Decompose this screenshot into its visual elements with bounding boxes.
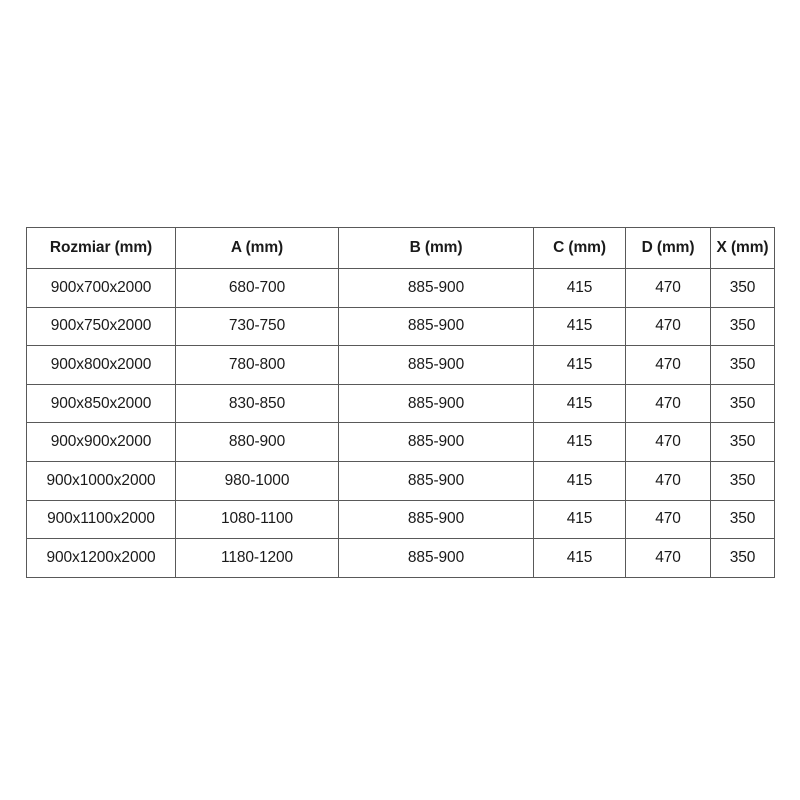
cell-size: 900x1200x2000 — [26, 538, 176, 578]
dimensions-table-container: Rozmiar (mm) A (mm) B (mm) C (mm) D (mm)… — [26, 227, 775, 578]
cell-x: 350 — [710, 460, 775, 501]
cell-c: 415 — [533, 268, 626, 308]
cell-x: 350 — [710, 538, 775, 578]
cell-b: 885-900 — [338, 383, 534, 424]
cell-c: 415 — [533, 345, 626, 385]
dimensions-table: Rozmiar (mm) A (mm) B (mm) C (mm) D (mm)… — [26, 227, 775, 578]
cell-size: 900x900x2000 — [26, 422, 176, 462]
table-row: 900x750x2000 730-750 885-900 415 470 350 — [26, 306, 775, 347]
cell-a: 980-1000 — [175, 460, 339, 501]
cell-b: 885-900 — [338, 460, 534, 501]
cell-a: 780-800 — [175, 345, 339, 385]
table-row: 900x900x2000 880-900 885-900 415 470 350 — [26, 422, 775, 462]
cell-b: 885-900 — [338, 306, 534, 347]
column-header-c: C (mm) — [533, 227, 626, 269]
cell-d: 470 — [625, 383, 711, 424]
table-row: 900x800x2000 780-800 885-900 415 470 350 — [26, 345, 775, 385]
cell-a: 680-700 — [175, 268, 339, 308]
table-row: 900x1200x2000 1180-1200 885-900 415 470 … — [26, 538, 775, 578]
cell-b: 885-900 — [338, 538, 534, 578]
cell-d: 470 — [625, 499, 711, 540]
cell-c: 415 — [533, 422, 626, 462]
cell-b: 885-900 — [338, 499, 534, 540]
cell-x: 350 — [710, 268, 775, 308]
cell-d: 470 — [625, 538, 711, 578]
table-row: 900x700x2000 680-700 885-900 415 470 350 — [26, 268, 775, 308]
column-header-x: X (mm) — [710, 227, 775, 269]
column-header-b: B (mm) — [338, 227, 534, 269]
table-header: Rozmiar (mm) A (mm) B (mm) C (mm) D (mm)… — [26, 227, 775, 269]
column-header-d: D (mm) — [625, 227, 711, 269]
cell-d: 470 — [625, 460, 711, 501]
cell-x: 350 — [710, 345, 775, 385]
cell-size: 900x750x2000 — [26, 306, 176, 347]
cell-b: 885-900 — [338, 345, 534, 385]
cell-b: 885-900 — [338, 422, 534, 462]
cell-c: 415 — [533, 306, 626, 347]
cell-a: 830-850 — [175, 383, 339, 424]
cell-a: 730-750 — [175, 306, 339, 347]
cell-x: 350 — [710, 422, 775, 462]
table-row: 900x850x2000 830-850 885-900 415 470 350 — [26, 383, 775, 424]
cell-c: 415 — [533, 538, 626, 578]
table-header-row: Rozmiar (mm) A (mm) B (mm) C (mm) D (mm)… — [26, 227, 775, 269]
cell-a: 1080-1100 — [175, 499, 339, 540]
cell-size: 900x1000x2000 — [26, 460, 176, 501]
cell-c: 415 — [533, 499, 626, 540]
column-header-a: A (mm) — [175, 227, 339, 269]
cell-d: 470 — [625, 345, 711, 385]
cell-a: 1180-1200 — [175, 538, 339, 578]
cell-d: 470 — [625, 268, 711, 308]
cell-a: 880-900 — [175, 422, 339, 462]
table-body: 900x700x2000 680-700 885-900 415 470 350… — [26, 268, 775, 578]
cell-x: 350 — [710, 499, 775, 540]
column-header-size: Rozmiar (mm) — [26, 227, 176, 269]
cell-d: 470 — [625, 306, 711, 347]
cell-size: 900x700x2000 — [26, 268, 176, 308]
cell-size: 900x1100x2000 — [26, 499, 176, 540]
cell-size: 900x800x2000 — [26, 345, 176, 385]
table-row: 900x1000x2000 980-1000 885-900 415 470 3… — [26, 460, 775, 501]
cell-x: 350 — [710, 383, 775, 424]
cell-b: 885-900 — [338, 268, 534, 308]
cell-size: 900x850x2000 — [26, 383, 176, 424]
cell-c: 415 — [533, 383, 626, 424]
table-row: 900x1100x2000 1080-1100 885-900 415 470 … — [26, 499, 775, 540]
cell-c: 415 — [533, 460, 626, 501]
cell-x: 350 — [710, 306, 775, 347]
cell-d: 470 — [625, 422, 711, 462]
